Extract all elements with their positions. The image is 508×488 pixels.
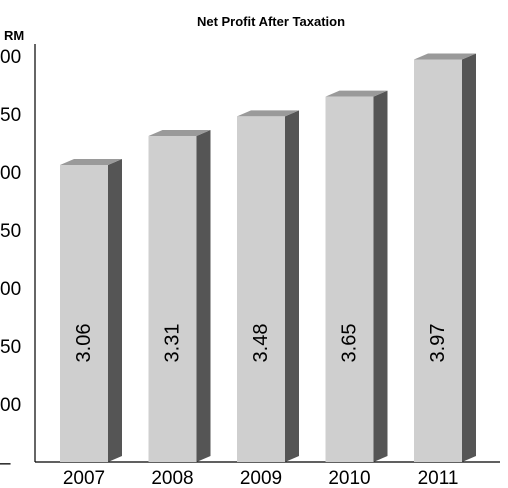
data-label: 3.97 xyxy=(427,324,449,363)
bar-front xyxy=(237,116,285,463)
bar-top xyxy=(414,53,476,60)
data-label: 3.06 xyxy=(73,324,95,363)
x-tick-label: 2008 xyxy=(151,468,193,488)
chart-title: Net Profit After Taxation xyxy=(197,14,345,29)
bar-2008: 3.31 xyxy=(148,130,211,463)
x-tick-label: 2010 xyxy=(328,468,370,488)
x-tick-labels: 2007 2008 2009 2010 2011 xyxy=(63,468,459,488)
bar-front xyxy=(60,165,108,462)
bar-side xyxy=(462,53,476,462)
bar-front xyxy=(325,96,374,462)
bar-2010: 3.65 xyxy=(325,90,388,462)
y-tick-label: 50 xyxy=(0,337,21,358)
data-label: 3.65 xyxy=(339,324,361,363)
bar-side xyxy=(108,159,122,463)
bar-side xyxy=(196,130,211,463)
x-tick-label: 2011 xyxy=(418,468,459,488)
y-tick-labels: 00 50 00 50 00 50 00 – xyxy=(0,47,21,474)
y-axis-unit-label: RM xyxy=(4,28,24,43)
bar-2009: 3.48 xyxy=(237,110,299,463)
bars: 3.06 3.31 3.48 3.65 3.97 xyxy=(60,53,476,463)
y-tick-label: 00 xyxy=(0,279,21,300)
data-label: 3.48 xyxy=(250,324,272,363)
y-tick-label: 00 xyxy=(0,163,21,184)
y-tick-label: 50 xyxy=(0,105,21,126)
y-tick-label: 00 xyxy=(0,47,21,68)
bar-top xyxy=(60,159,122,166)
bar-2007: 3.06 xyxy=(60,159,122,463)
x-tick-label: 2007 xyxy=(63,468,105,488)
y-tick-label: – xyxy=(0,453,11,474)
bar-top xyxy=(325,90,388,97)
bar-top xyxy=(148,130,211,137)
bar-2011: 3.97 xyxy=(414,53,476,462)
data-label: 3.31 xyxy=(162,324,184,363)
y-tick-label: 50 xyxy=(0,221,21,242)
bar-front xyxy=(414,59,462,462)
bar-front xyxy=(148,136,197,462)
bar-side xyxy=(373,90,388,462)
bar-top xyxy=(237,110,299,117)
bar-side xyxy=(285,110,299,462)
x-tick-label: 2009 xyxy=(240,468,282,488)
y-tick-label: 00 xyxy=(0,395,21,416)
